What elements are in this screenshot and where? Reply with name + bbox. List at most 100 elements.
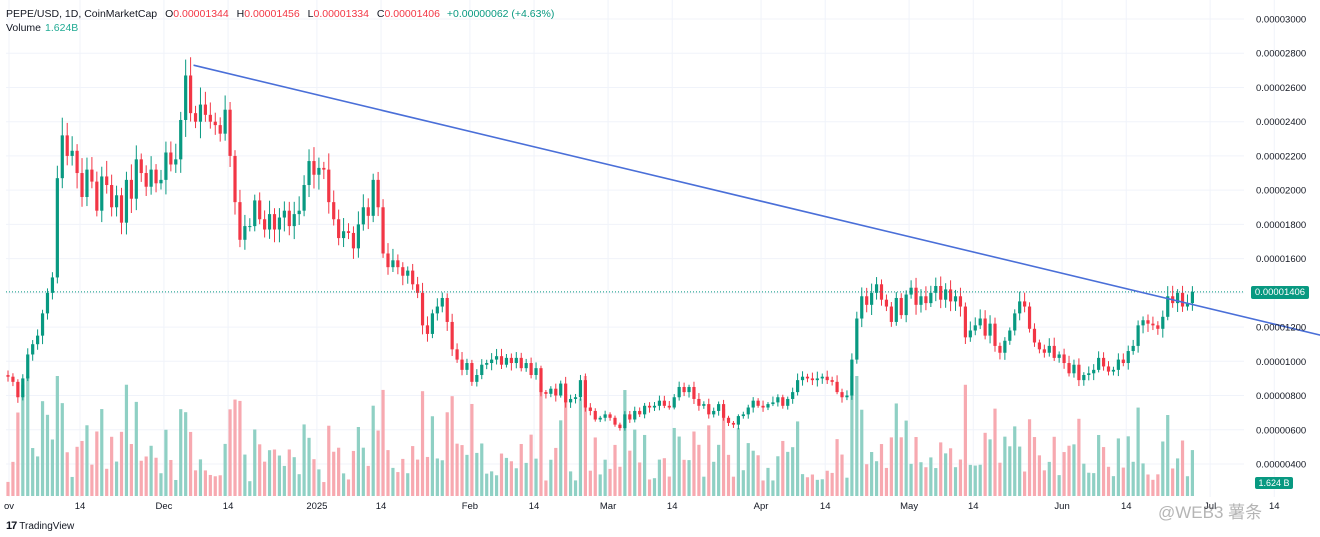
volume-bar bbox=[1032, 437, 1037, 496]
volume-bar bbox=[80, 440, 84, 496]
candle-body bbox=[741, 414, 745, 417]
tradingview-logo[interactable]: 17 TradingView bbox=[6, 520, 74, 532]
volume-bar bbox=[652, 478, 657, 496]
volume-bar bbox=[361, 447, 365, 496]
candle-body bbox=[944, 289, 948, 300]
volume-bar bbox=[332, 451, 336, 496]
volume-bar bbox=[272, 449, 277, 496]
candle-body bbox=[154, 169, 158, 184]
candle-body bbox=[119, 195, 124, 223]
candle-body bbox=[1027, 306, 1032, 329]
x-tick-label: 2025 bbox=[306, 501, 327, 512]
candle-body bbox=[568, 398, 573, 403]
candle-body bbox=[707, 404, 711, 415]
candle-body bbox=[662, 400, 666, 406]
candle-body bbox=[401, 267, 405, 276]
candle-body bbox=[963, 306, 967, 338]
y-tick-label: 0.00001200 bbox=[1256, 323, 1306, 334]
candle-body bbox=[697, 398, 701, 406]
volume-bar bbox=[494, 475, 499, 496]
volume-bar bbox=[850, 376, 854, 496]
candle-body bbox=[544, 392, 548, 394]
volume-bar bbox=[978, 464, 982, 496]
candle-body bbox=[894, 297, 898, 322]
candle-body bbox=[687, 386, 691, 393]
candle-body bbox=[909, 287, 913, 295]
volume-bar bbox=[830, 472, 834, 496]
volume-bar bbox=[435, 458, 439, 496]
candle-body bbox=[712, 410, 716, 415]
candle-body bbox=[341, 231, 346, 239]
candle-body bbox=[134, 159, 138, 199]
volume-bar bbox=[188, 431, 193, 496]
y-tick-label: 0.00002600 bbox=[1256, 83, 1306, 94]
candle-body bbox=[416, 284, 420, 293]
volume-bar bbox=[692, 431, 696, 496]
candle-body bbox=[825, 376, 829, 381]
candle-body bbox=[312, 161, 316, 175]
volume-bar bbox=[337, 447, 341, 496]
legend-header: PEPE/USD, 1D, CoinMarketCap O0.00001344 … bbox=[6, 7, 554, 21]
candle-body bbox=[633, 410, 637, 420]
last-price-badge: 0.00001406 bbox=[1251, 286, 1309, 299]
candle-body bbox=[874, 284, 879, 293]
candle-body bbox=[277, 217, 282, 230]
volume-bar bbox=[105, 468, 109, 496]
candle-body bbox=[386, 253, 390, 268]
candle-body bbox=[850, 359, 854, 396]
volume-bar bbox=[855, 376, 859, 496]
volume-bar bbox=[174, 479, 178, 496]
candle-body bbox=[55, 178, 59, 278]
volume-bar bbox=[573, 480, 578, 496]
volume-bar bbox=[796, 421, 800, 496]
volume-bar bbox=[485, 473, 489, 496]
candle-body bbox=[608, 414, 612, 418]
close-value: 0.00001406 bbox=[384, 8, 440, 20]
candle-body bbox=[613, 417, 617, 425]
candle-body bbox=[188, 75, 193, 114]
candle-body bbox=[509, 357, 513, 364]
volume-bar bbox=[144, 456, 148, 496]
candle-body bbox=[396, 260, 400, 268]
volume-bar bbox=[346, 479, 351, 496]
volume-bar bbox=[509, 461, 513, 496]
volume-bar bbox=[1008, 446, 1012, 496]
candle-body bbox=[95, 181, 99, 211]
volume-bar bbox=[75, 446, 79, 496]
volume-bar bbox=[948, 448, 953, 496]
candle-body bbox=[667, 405, 671, 408]
candle-body bbox=[682, 386, 686, 393]
volume-bar bbox=[203, 470, 207, 496]
candle-body bbox=[193, 113, 198, 122]
candle-body bbox=[208, 114, 212, 122]
candle-body bbox=[31, 344, 35, 355]
volume-bar bbox=[238, 400, 242, 496]
candle-body bbox=[159, 179, 163, 184]
volume-bar bbox=[953, 467, 958, 496]
volume-bar bbox=[1047, 461, 1051, 496]
candle-body bbox=[761, 405, 765, 408]
volume-bar bbox=[60, 403, 64, 496]
candle-body bbox=[603, 414, 607, 418]
candle-body bbox=[736, 416, 740, 425]
volume-bar bbox=[583, 376, 587, 496]
volume-bar bbox=[874, 461, 879, 496]
candle-body bbox=[129, 179, 133, 199]
candle-body bbox=[899, 297, 903, 316]
volume-bar bbox=[564, 393, 568, 496]
volume-bar bbox=[302, 424, 306, 496]
x-tick-label: ov bbox=[4, 501, 14, 512]
volume-bar bbox=[963, 384, 967, 496]
trendline[interactable] bbox=[193, 64, 1320, 344]
watermark: @WEB3 薯条 bbox=[1158, 503, 1263, 522]
candle-body bbox=[307, 161, 311, 186]
volume-bar bbox=[983, 432, 987, 496]
candle-body bbox=[1175, 292, 1180, 304]
volume-bar bbox=[6, 481, 10, 496]
candle-body bbox=[1018, 301, 1022, 314]
candle-body bbox=[435, 306, 439, 314]
volume-bar bbox=[381, 389, 385, 496]
candle-body bbox=[203, 104, 207, 115]
volume-bar bbox=[791, 447, 795, 496]
